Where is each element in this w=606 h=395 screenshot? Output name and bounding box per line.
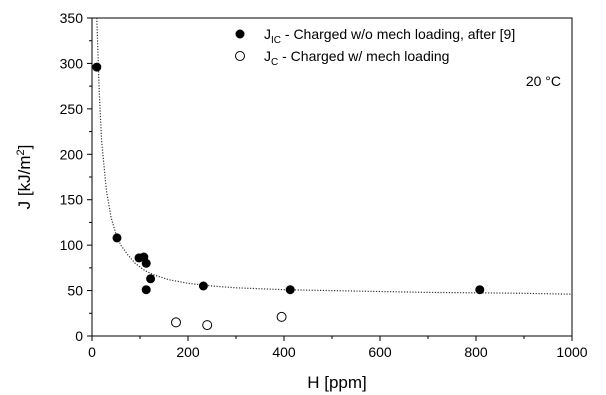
x-tick-label: 0 xyxy=(88,344,96,360)
y-tick-label: 250 xyxy=(60,101,84,117)
point-jic xyxy=(112,233,122,243)
legend-jc-sub: C xyxy=(271,57,278,68)
x-tick-label: 600 xyxy=(368,344,392,360)
point-jic xyxy=(141,285,151,295)
legend-jic-rest: - Charged w/o mech loading, after [9] xyxy=(281,26,515,42)
y-axis-title-close: ] xyxy=(15,145,34,150)
legend-label-jic: JIC - Charged w/o mech loading, after [9… xyxy=(264,26,515,46)
point-jic xyxy=(475,285,485,295)
y-axis-title: J [kJ/m2] xyxy=(15,145,34,210)
legend-label-jc: JC - Charged w/ mech loading xyxy=(264,48,449,68)
legend-jic-sub: IC xyxy=(271,35,281,46)
y-tick-label: 150 xyxy=(60,192,84,208)
y-tick-label: 300 xyxy=(60,55,84,71)
data-points-layer xyxy=(92,62,485,331)
x-tick-label: 800 xyxy=(464,344,488,360)
point-jc xyxy=(202,320,213,331)
legend-jic-main: J xyxy=(264,26,271,42)
x-tick-label: 200 xyxy=(176,344,200,360)
point-jic xyxy=(146,274,156,284)
point-jc xyxy=(171,317,181,328)
x-tick-label: 1000 xyxy=(556,344,587,360)
x-tick-label: 400 xyxy=(272,344,296,360)
point-jic xyxy=(92,62,102,72)
y-tick-label: 350 xyxy=(60,10,84,26)
legend-marker-open xyxy=(235,51,245,61)
legend-jc-rest: - Charged w/ mech loading xyxy=(278,48,449,64)
y-axis-title-text: J [kJ/m xyxy=(15,156,34,210)
point-jic xyxy=(141,258,151,268)
y-tick-label: 200 xyxy=(60,146,84,162)
point-jic xyxy=(285,285,295,295)
temperature-annotation: 20 °C xyxy=(526,73,561,89)
plot-area-border xyxy=(91,17,573,337)
legend-marker-filled xyxy=(235,29,245,39)
fit-curve-layer xyxy=(96,18,572,295)
y-tick-label: 100 xyxy=(60,237,84,253)
x-axis-title: H [ppm] xyxy=(307,373,367,392)
plot-frame xyxy=(91,17,573,337)
legend-jc-main: J xyxy=(264,48,271,64)
point-jc xyxy=(276,311,287,322)
point-jic xyxy=(198,281,208,291)
y-axis-title-superscript: 2 xyxy=(15,149,27,155)
fit-curve xyxy=(96,18,572,295)
y-tick-label: 50 xyxy=(67,283,83,299)
y-tick-label: 0 xyxy=(75,328,83,344)
ticks-layer: 0 200 400 600 800 1000 0 50 100 150 200 250 300 350 xyxy=(60,10,588,360)
legend: JIC - Charged w/o mech loading, after [9… xyxy=(235,26,515,68)
